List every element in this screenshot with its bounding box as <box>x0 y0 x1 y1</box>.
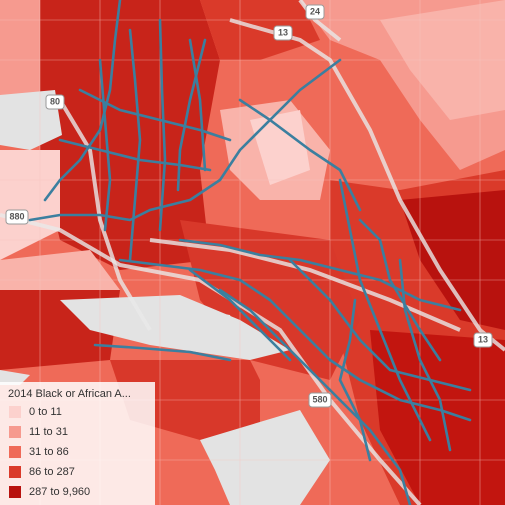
shield-label: 80 <box>50 96 60 106</box>
legend: 2014 Black or African A... 0 to 11 11 to … <box>0 382 155 505</box>
transit-lines <box>28 0 472 505</box>
shield: 580 <box>308 392 332 408</box>
legend-swatch <box>9 446 21 458</box>
legend-label: 86 to 287 <box>29 466 75 478</box>
shield: 24 <box>305 4 325 20</box>
highway-shields: 24 13 80 880 580 13 <box>5 4 493 408</box>
shield: 880 <box>5 209 29 225</box>
shield-label: 24 <box>310 6 320 16</box>
shield-label: 580 <box>312 394 327 404</box>
legend-title: 2014 Black or African A... <box>8 388 131 400</box>
shield: 13 <box>273 25 293 41</box>
legend-background <box>0 382 155 505</box>
shield-label: 13 <box>478 334 488 344</box>
legend-label: 11 to 31 <box>29 426 68 438</box>
legend-swatch <box>9 466 21 478</box>
water <box>0 90 330 505</box>
legend-swatch <box>9 426 21 438</box>
legend-label: 31 to 86 <box>29 446 69 458</box>
shield-label: 13 <box>278 27 288 37</box>
legend-swatch <box>9 486 21 498</box>
shield: 13 <box>473 332 493 348</box>
shield-label: 880 <box>9 211 24 221</box>
shield: 80 <box>45 94 65 110</box>
legend-label: 287 to 9,960 <box>29 486 90 498</box>
legend-swatch <box>9 406 21 418</box>
legend-label: 0 to 11 <box>29 406 62 418</box>
